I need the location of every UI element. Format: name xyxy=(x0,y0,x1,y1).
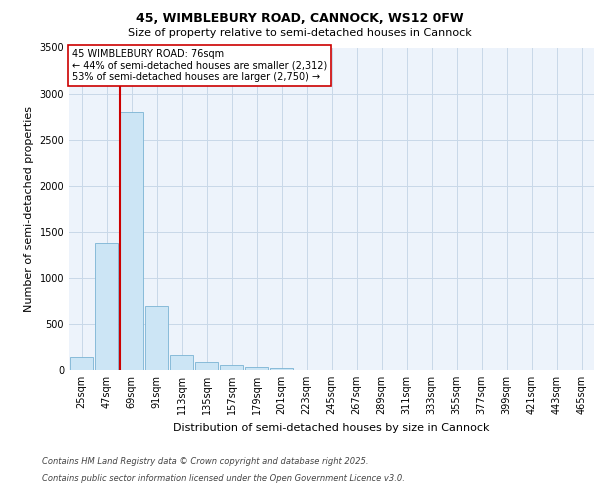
Bar xyxy=(145,306,168,370)
Bar xyxy=(245,367,268,370)
Bar xyxy=(270,368,293,370)
Bar xyxy=(120,112,143,370)
Text: Size of property relative to semi-detached houses in Cannock: Size of property relative to semi-detach… xyxy=(128,28,472,38)
Bar xyxy=(220,365,243,370)
Bar xyxy=(95,243,118,370)
Bar xyxy=(195,362,218,370)
Text: 45 WIMBLEBURY ROAD: 76sqm
← 44% of semi-detached houses are smaller (2,312)
53% : 45 WIMBLEBURY ROAD: 76sqm ← 44% of semi-… xyxy=(71,49,327,82)
Text: 45, WIMBLEBURY ROAD, CANNOCK, WS12 0FW: 45, WIMBLEBURY ROAD, CANNOCK, WS12 0FW xyxy=(136,12,464,26)
Bar xyxy=(70,357,93,370)
Y-axis label: Number of semi-detached properties: Number of semi-detached properties xyxy=(24,106,34,312)
Text: Contains public sector information licensed under the Open Government Licence v3: Contains public sector information licen… xyxy=(42,474,405,483)
X-axis label: Distribution of semi-detached houses by size in Cannock: Distribution of semi-detached houses by … xyxy=(173,422,490,432)
Text: Contains HM Land Registry data © Crown copyright and database right 2025.: Contains HM Land Registry data © Crown c… xyxy=(42,458,368,466)
Bar xyxy=(170,356,193,370)
